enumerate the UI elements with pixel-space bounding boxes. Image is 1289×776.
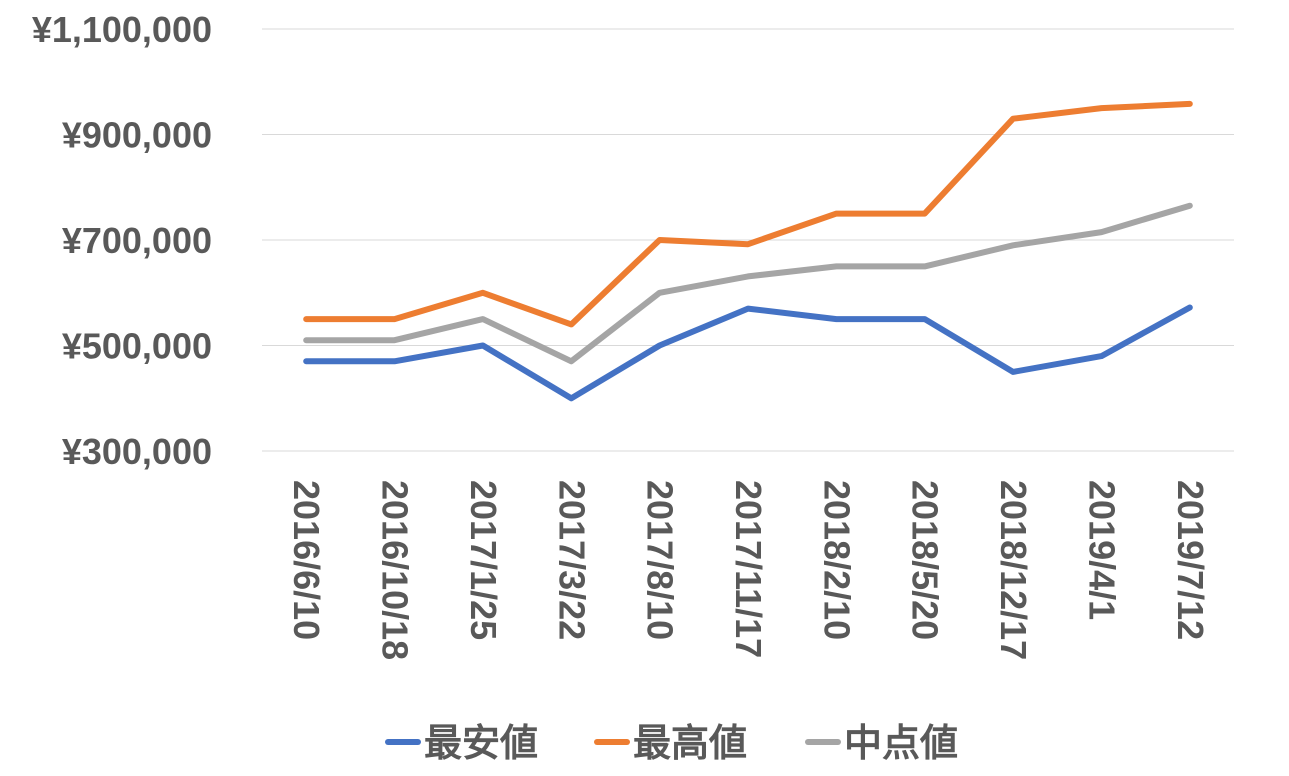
series-line-3: [303, 202, 1193, 365]
series-line-1: [303, 304, 1193, 402]
x-tick-label: 2016/6/10: [286, 480, 327, 640]
y-tick-label: ¥700,000: [62, 220, 212, 261]
legend-label: 中点値: [844, 721, 958, 765]
gridlines: [262, 28, 1234, 452]
series-line-2: [303, 100, 1193, 328]
y-axis-tick-labels: ¥300,000 ¥500,000 ¥700,000 ¥900,000 ¥1,100,0…: [32, 9, 212, 472]
legend-entry: 最安値: [385, 721, 538, 765]
x-tick-label: 2018/12/17: [993, 480, 1034, 660]
y-tick-label: ¥1,100,000: [32, 9, 212, 50]
legend-entry: 中点値: [805, 721, 958, 765]
x-tick-label: 2019/4/1: [1081, 480, 1122, 620]
x-tick-label: 2016/10/18: [375, 480, 416, 660]
x-tick-label: 2017/8/10: [640, 480, 681, 640]
legend: 最安値 最高値 中点値: [385, 721, 958, 765]
legend-label: 最安値: [424, 721, 538, 765]
x-tick-label: 2018/2/10: [816, 480, 857, 640]
x-tick-label: 2019/7/12: [1170, 480, 1211, 640]
x-tick-label: 2017/3/22: [551, 480, 592, 640]
x-tick-label: 2017/11/17: [728, 480, 769, 658]
x-tick-label: 2018/5/20: [905, 480, 946, 640]
legend-entry: 最高値: [594, 721, 747, 765]
y-tick-label: ¥900,000: [62, 115, 212, 156]
y-tick-label: ¥300,000: [62, 431, 212, 472]
x-tick-label: 2017/1/25: [463, 480, 504, 640]
series-lines: [303, 100, 1193, 402]
y-tick-label: ¥500,000: [62, 326, 212, 367]
legend-label: 最高値: [633, 721, 747, 765]
x-axis-tick-labels: 2016/6/10 2016/10/18 2017/1/25 2017/3/22 201…: [286, 480, 1211, 660]
